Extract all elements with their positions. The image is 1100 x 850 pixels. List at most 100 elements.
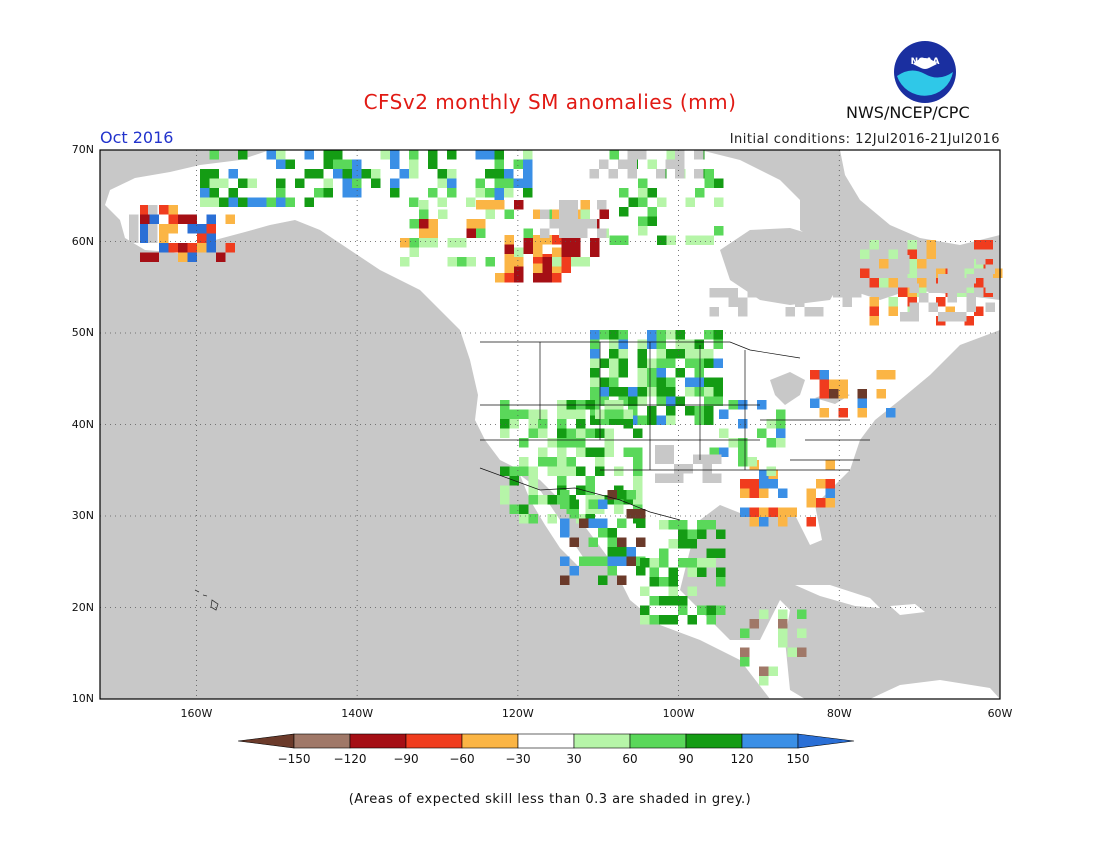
anomaly-cell — [640, 605, 650, 615]
anomaly-cell — [879, 259, 889, 269]
low-skill-cell — [719, 288, 729, 298]
anomaly-cell — [519, 504, 529, 514]
anomaly-cell — [668, 586, 678, 596]
anomaly-cell — [706, 558, 716, 568]
anomaly-cell — [704, 415, 714, 425]
anomaly-cell — [857, 389, 867, 399]
anomaly-cell — [713, 339, 723, 349]
cuba — [795, 585, 880, 608]
low-skill-cell — [589, 169, 599, 179]
anomaly-cell — [140, 233, 150, 243]
anomaly-cell — [637, 358, 647, 368]
low-skill-cell — [709, 288, 719, 298]
anomaly-cell — [704, 349, 714, 359]
anomaly-cell — [633, 428, 643, 438]
anomaly-cell — [528, 409, 538, 419]
anomaly-cell — [888, 297, 898, 307]
anomaly-cell — [523, 159, 533, 169]
low-skill-cell — [928, 302, 938, 312]
anomaly-cell — [637, 415, 647, 425]
anomaly-cell — [898, 287, 908, 297]
anomaly-cell — [685, 339, 695, 349]
anomaly-cell — [713, 396, 723, 406]
anomaly-cell — [768, 666, 778, 676]
low-skill-cell — [966, 293, 976, 303]
anomaly-cell — [485, 188, 495, 198]
anomaly-cell — [759, 517, 769, 527]
lat-label: 70N — [71, 143, 94, 156]
anomaly-cell — [637, 377, 647, 387]
anomaly-cell — [475, 150, 485, 160]
anomaly-cell — [607, 528, 617, 538]
anomaly-cell — [485, 257, 495, 267]
anomaly-cell — [879, 278, 889, 288]
anomaly-cell — [614, 504, 624, 514]
anomaly-cell — [599, 377, 609, 387]
low-skill-cell — [738, 297, 748, 307]
anomaly-cell — [528, 419, 538, 429]
anomaly-cell — [206, 233, 216, 243]
low-skill-cell — [852, 278, 862, 288]
anomaly-cell — [678, 529, 688, 539]
low-skill-cell — [823, 259, 833, 269]
anomaly-cell — [917, 278, 927, 288]
low-skill-cell — [627, 150, 637, 160]
anomaly-cell — [560, 499, 570, 509]
anomaly-cell — [547, 466, 557, 476]
us-canada-border — [480, 341, 801, 359]
anomaly-cell — [209, 197, 219, 207]
anomaly-cell — [706, 520, 716, 530]
anomaly-cell — [657, 197, 667, 207]
anomaly-cell — [636, 537, 646, 547]
low-skill-cell — [795, 297, 805, 307]
colorbar-label: 90 — [678, 752, 694, 766]
anomaly-cell — [749, 517, 759, 527]
low-skill-cell — [938, 312, 948, 322]
anomaly-cell — [361, 169, 371, 179]
low-skill-cell — [919, 293, 929, 303]
anomaly-cell — [678, 520, 688, 530]
anomaly-cell — [538, 428, 548, 438]
anomaly-cell — [609, 150, 619, 160]
anomaly-cell — [200, 197, 210, 207]
anomaly-cell — [552, 209, 562, 219]
anomaly-cell — [926, 249, 936, 259]
low-skill-cell — [957, 283, 967, 293]
low-skill-cell — [608, 169, 618, 179]
anomaly-cell — [352, 188, 362, 198]
anomaly-cell — [560, 575, 570, 585]
anomaly-cell — [219, 178, 229, 188]
anomaly-cell — [197, 233, 207, 243]
anomaly-cell — [409, 219, 419, 229]
anomaly-cell — [666, 415, 676, 425]
anomaly-cell — [247, 178, 257, 188]
anomaly-cell — [561, 263, 571, 273]
anomaly-cell — [342, 178, 352, 188]
lon-label: 140W — [341, 707, 374, 720]
anomaly-cell — [974, 306, 984, 316]
colorbar-label: −90 — [393, 752, 419, 766]
anomaly-cell — [687, 615, 697, 625]
anomaly-cell — [523, 244, 533, 254]
anomaly-cell — [907, 259, 917, 269]
low-skill-cell — [947, 283, 957, 293]
anomaly-cell — [694, 415, 704, 425]
colorbar-swatch — [349, 733, 407, 749]
anomaly-cell — [945, 306, 955, 316]
anomaly-cell — [140, 205, 150, 215]
anomaly-cell — [694, 387, 704, 397]
anomaly-cell — [626, 509, 636, 519]
anomaly-cell — [609, 349, 619, 359]
colorbar-label: −120 — [333, 752, 367, 766]
anomaly-cell — [759, 666, 769, 676]
anomaly-cell — [187, 243, 197, 253]
anomaly-cell — [514, 200, 524, 210]
low-skill-cell — [757, 250, 767, 260]
anomaly-cell — [687, 558, 697, 568]
anomaly-cell — [974, 278, 984, 288]
anomaly-cell — [598, 556, 608, 566]
low-skill-cell — [655, 445, 665, 455]
anomaly-cell — [694, 349, 704, 359]
anomaly-cell — [560, 490, 570, 500]
anomaly-cell — [647, 207, 657, 217]
